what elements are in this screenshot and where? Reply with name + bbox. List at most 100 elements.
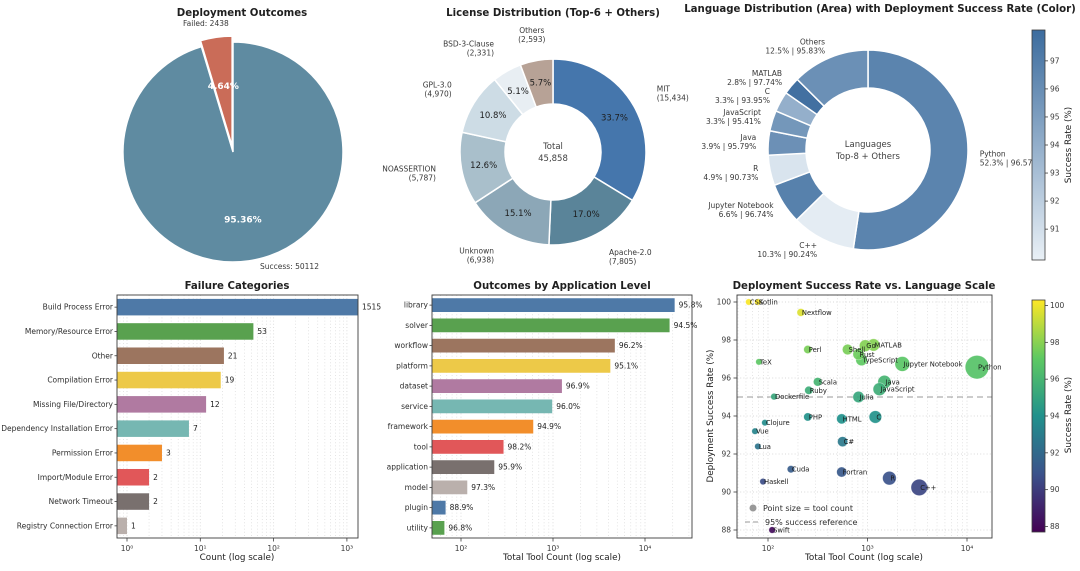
scatter-point-label: Rust <box>860 351 875 359</box>
donut-slice-Others <box>796 49 869 108</box>
colorbar-tick-label: 98 <box>1050 338 1060 347</box>
donut-outer-label: NOASSERTION <box>382 165 436 174</box>
x-tick-label: 10⁴ <box>639 544 652 553</box>
bar-category-label: Registry Connection Error <box>17 521 114 530</box>
scatter-point-Jupyter Notebook <box>894 356 911 372</box>
scatter-point-label: Haskell <box>764 478 789 486</box>
bar-category-label: library <box>404 301 429 310</box>
scatter-point-label: PHP <box>809 413 822 421</box>
donut-outer-sublabel: 2.8% | 97.74% <box>727 78 782 87</box>
bar-category-label: Dependency Installation Error <box>1 424 114 433</box>
legend-ref-label: 95% success reference <box>765 518 857 527</box>
scatter-point-Kotlin <box>754 298 762 306</box>
donut-center-label: Languages <box>845 140 892 150</box>
colorbar-tick-label: 88 <box>1050 522 1060 531</box>
xlabel-scatter: Total Tool Count (log scale) <box>805 553 923 563</box>
donut-pct-label: 5.7% <box>530 79 552 89</box>
colorbar-tick-label: 92 <box>1050 197 1060 206</box>
donut-outer-label: Java <box>739 133 756 142</box>
donut-outer-label: Others <box>800 38 825 47</box>
xlabel-failure-categories: Count (log scale) <box>199 553 275 563</box>
donut-outer-sublabel: (5,787) <box>409 174 436 183</box>
y-tick-label: 98 <box>721 336 731 345</box>
scatter-point-Python <box>964 355 990 380</box>
donut-outer-sublabel: 12.5% | 95.83% <box>765 47 825 56</box>
donut-outer-label: C <box>765 87 770 96</box>
bar-value-label: 94.5% <box>674 321 698 330</box>
scatter-point-R <box>882 471 897 486</box>
bar-value-label: 7 <box>193 424 198 433</box>
x-tick-label: 10³ <box>861 544 874 553</box>
scatter-point-label: Fortran <box>843 469 868 477</box>
bar-category-label: Build Process Error <box>43 303 114 312</box>
donut-pct-label: 33.7% <box>601 113 628 123</box>
plot-border <box>736 294 993 539</box>
donut-outer-sublabel: 6.6% | 96.74% <box>719 210 774 219</box>
xlabel-outcomes-by-level: Total Tool Count (log scale) <box>503 553 621 563</box>
bar-Memory/Resource Error <box>117 323 254 340</box>
bar-value-label: 96.2% <box>619 341 643 350</box>
scatter-point-Haskell <box>759 478 767 486</box>
bar-tool <box>432 439 504 454</box>
donut-outer-sublabel: 52.3% | 96.57% <box>980 158 1040 167</box>
scatter-point-label: Scala <box>819 378 837 386</box>
pie-slice-success <box>122 41 344 263</box>
scatter-point-Nextflow <box>796 308 806 317</box>
bar-value-label: 12 <box>210 400 220 409</box>
bar-value-label: 19 <box>225 376 235 385</box>
donut-slice-MIT <box>552 58 647 202</box>
bar-category-label: model <box>405 483 428 492</box>
donut-center-sublabel: 45,858 <box>538 154 568 164</box>
bar-Other <box>117 347 224 365</box>
bar-category-label: framework <box>388 422 429 431</box>
scatter-point-label: Java <box>884 378 899 386</box>
bar-category-label: Missing File/Directory <box>33 400 114 409</box>
donut-center-sublabel: Top-8 + Others <box>835 152 900 162</box>
ylabel-scatter: Deployment Success Rate (%) <box>706 349 716 483</box>
donut-outer-label: MIT <box>657 85 671 94</box>
bar-category-label: plugin <box>405 503 428 512</box>
bar-category-label: platform <box>396 361 428 370</box>
scatter-point-label: Julia <box>859 394 874 402</box>
bar-Import/Module Error <box>117 468 150 486</box>
scatter-point-label: C# <box>844 438 855 446</box>
bar-plugin <box>432 500 446 515</box>
y-tick-label: 94 <box>721 412 731 421</box>
donut-outer-sublabel: (15,434) <box>657 94 689 103</box>
colorbar-tick-label: 97 <box>1050 56 1060 65</box>
scatter-point-Clojure <box>761 419 769 427</box>
scatter-point-label: Lua <box>759 443 771 451</box>
colorbar-language <box>1031 29 1046 261</box>
bar-value-label: 98.2% <box>508 442 532 451</box>
bar-value-label: 96.9% <box>566 382 590 391</box>
scatter-point-label: Perl <box>809 346 822 354</box>
bar-category-label: service <box>401 402 428 411</box>
scatter-point-label: Vue <box>756 428 769 436</box>
donut-outer-sublabel: (4,970) <box>424 90 451 99</box>
legend-size-label: Point size = tool count <box>763 504 853 513</box>
x-tick-label: 10³ <box>341 544 354 553</box>
donut-outer-label: Jupyter Notebook <box>707 201 774 210</box>
donut-outer-sublabel: 10.3% | 90.24% <box>757 250 817 259</box>
donut-outer-label: JavaScript <box>722 108 761 117</box>
scatter-point-Fortran <box>836 466 848 478</box>
scatter-point-label: Ruby <box>810 387 827 395</box>
donut-outer-sublabel: (2,331) <box>467 49 494 58</box>
scatter-point-Vue <box>751 427 759 435</box>
plot-border <box>116 294 359 539</box>
bar-framework <box>432 419 534 434</box>
bar-Build Process Error <box>117 298 358 316</box>
y-tick-label: 96 <box>721 374 731 383</box>
donut-outer-label: BSD-3-Clause <box>443 40 494 49</box>
x-tick-label: 10¹ <box>194 544 207 553</box>
scatter-point-HTML <box>836 413 848 425</box>
colorbar-tick-label: 92 <box>1050 448 1060 457</box>
colorbar-tick-label: 90 <box>1050 485 1060 494</box>
colorbar-tick-label: 96 <box>1050 375 1060 384</box>
x-tick-label: 10² <box>455 544 468 553</box>
donut-slice-Python <box>852 49 969 251</box>
scatter-point-Ruby <box>804 385 814 395</box>
pie-pct-success: 95.36% <box>224 215 262 225</box>
